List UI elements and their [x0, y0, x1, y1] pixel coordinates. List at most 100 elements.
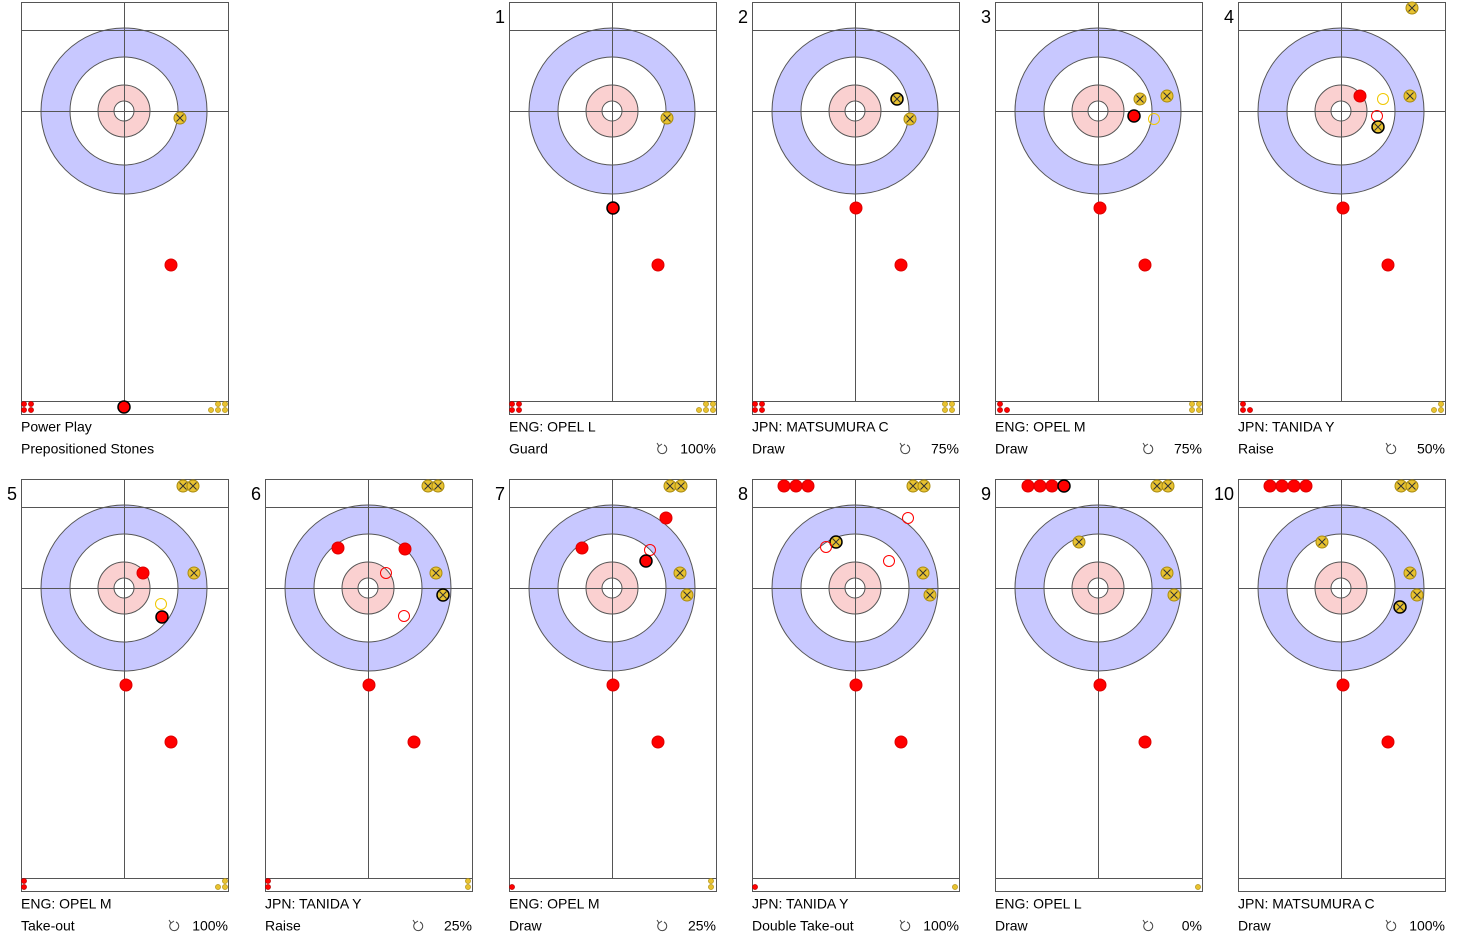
spare-yellow-stone [710, 407, 716, 413]
red-stone [789, 479, 803, 493]
red-stone [575, 541, 589, 555]
spare-yellow-stone [708, 878, 714, 884]
red-stone [606, 678, 620, 692]
shot-type: Draw [509, 918, 543, 934]
yellow-stone-cross [832, 538, 840, 546]
red-stone [1263, 479, 1277, 493]
spare-red-stone [28, 401, 34, 407]
red-stone [1381, 735, 1395, 749]
shot-score: 50% [1417, 441, 1445, 457]
yellow-stone-cross [663, 114, 671, 122]
red-stone [777, 479, 791, 493]
spare-yellow-stone [952, 884, 958, 890]
spare-yellow-stone [1196, 401, 1202, 407]
rotation-icon [1143, 921, 1154, 932]
rotation-icon [657, 444, 668, 455]
spare-red-stone [516, 407, 522, 413]
yellow-stone-cross [432, 569, 440, 577]
yellow-stone-cross [909, 482, 917, 490]
shot-player: Power Play [21, 419, 92, 435]
rotation-arrow [1142, 919, 1149, 924]
spare-red-stone [997, 401, 1003, 407]
yellow-stone-cross [1163, 92, 1171, 100]
ghost-red-stone [398, 610, 410, 622]
yellow-stone-cross [1164, 482, 1172, 490]
red-stone [164, 735, 178, 749]
red-stone [1353, 89, 1367, 103]
red-stone [362, 678, 376, 692]
ghost-red-stone [644, 544, 656, 556]
shot-score: 25% [688, 918, 716, 934]
shot-score: 100% [192, 918, 228, 934]
rotation-icon [1386, 921, 1397, 932]
yellow-stone-cross [190, 569, 198, 577]
spare-yellow-stone [1195, 884, 1201, 890]
rotation-arrow [899, 442, 906, 447]
shot-type: Draw [995, 441, 1029, 457]
shot-player: ENG: OPEL L [509, 419, 596, 435]
rotation-icon [1143, 444, 1154, 455]
sheet-panel: Power Play Prepositioned Stones [21, 2, 229, 457]
yellow-stone-cross [424, 482, 432, 490]
red-stone [1138, 735, 1152, 749]
red-stone [639, 554, 653, 568]
ghost-red-stone [820, 541, 832, 553]
sheet-panel: 2 JPN: MATSUMURA C Draw 75% [738, 2, 960, 457]
spare-yellow-stone [710, 401, 716, 407]
shot-score: 100% [1409, 918, 1445, 934]
spare-yellow-stone [942, 401, 948, 407]
shot-type: Guard [509, 441, 548, 457]
rotation-icon [900, 921, 911, 932]
yellow-stone-cross [1408, 4, 1416, 12]
rotation-icon [900, 444, 911, 455]
shot-number: 10 [1214, 484, 1234, 504]
red-stone [1299, 479, 1313, 493]
red-stone [1033, 479, 1047, 493]
yellow-stone-cross [1397, 482, 1405, 490]
sheet-panel: 4 JPN: TANIDA Y Raise 50% [1224, 1, 1446, 457]
spare-yellow-stone [465, 878, 471, 884]
spare-yellow-stone [1431, 407, 1437, 413]
shot-player: JPN: MATSUMURA C [752, 419, 889, 435]
spare-red-stone [516, 401, 522, 407]
sheet-panel: 5 ENG: OPEL M Take-out 100% [7, 479, 229, 934]
spare-yellow-stone [1438, 401, 1444, 407]
rotation-icon [657, 921, 668, 932]
shot-type: Draw [995, 918, 1029, 934]
rotation-icon [413, 921, 424, 932]
shot-number: 3 [981, 7, 991, 27]
red-stone [651, 735, 665, 749]
shot-player: JPN: TANIDA Y [752, 896, 849, 912]
shot-score: 100% [923, 918, 959, 934]
red-stone [1021, 479, 1035, 493]
ghost-yellow-stone [1148, 113, 1160, 125]
spare-yellow-stone [222, 407, 228, 413]
ghost-yellow-stone [1377, 93, 1389, 105]
red-stone [1287, 479, 1301, 493]
spare-yellow-stone [215, 884, 221, 890]
yellow-stone-cross [893, 95, 901, 103]
red-stone [894, 258, 908, 272]
spare-yellow-stone [949, 407, 955, 413]
yellow-stone-cross [906, 115, 914, 123]
shot-type: Raise [1238, 441, 1274, 457]
yellow-stone-cross [1406, 92, 1414, 100]
spare-yellow-stone [222, 401, 228, 407]
shot-score: 25% [444, 918, 472, 934]
yellow-stone-cross [1136, 95, 1144, 103]
spare-red-stone [752, 401, 758, 407]
yellow-stone-cross [676, 569, 684, 577]
red-stone [136, 566, 150, 580]
spare-yellow-stone [703, 407, 709, 413]
shot-type: Prepositioned Stones [21, 441, 154, 457]
sheet-panel: 8 JPN: TANIDA Y Double Take-out 100% [738, 479, 960, 934]
yellow-stone-cross [666, 482, 674, 490]
shot-player: ENG: OPEL M [995, 419, 1086, 435]
spare-red-stone [752, 884, 758, 890]
ghost-red-stone [883, 555, 895, 567]
spare-yellow-stone [208, 407, 214, 413]
red-stone [331, 541, 345, 555]
sheet-panel: 1 ENG: OPEL L Guard 100% [495, 2, 717, 457]
spare-yellow-stone [222, 884, 228, 890]
